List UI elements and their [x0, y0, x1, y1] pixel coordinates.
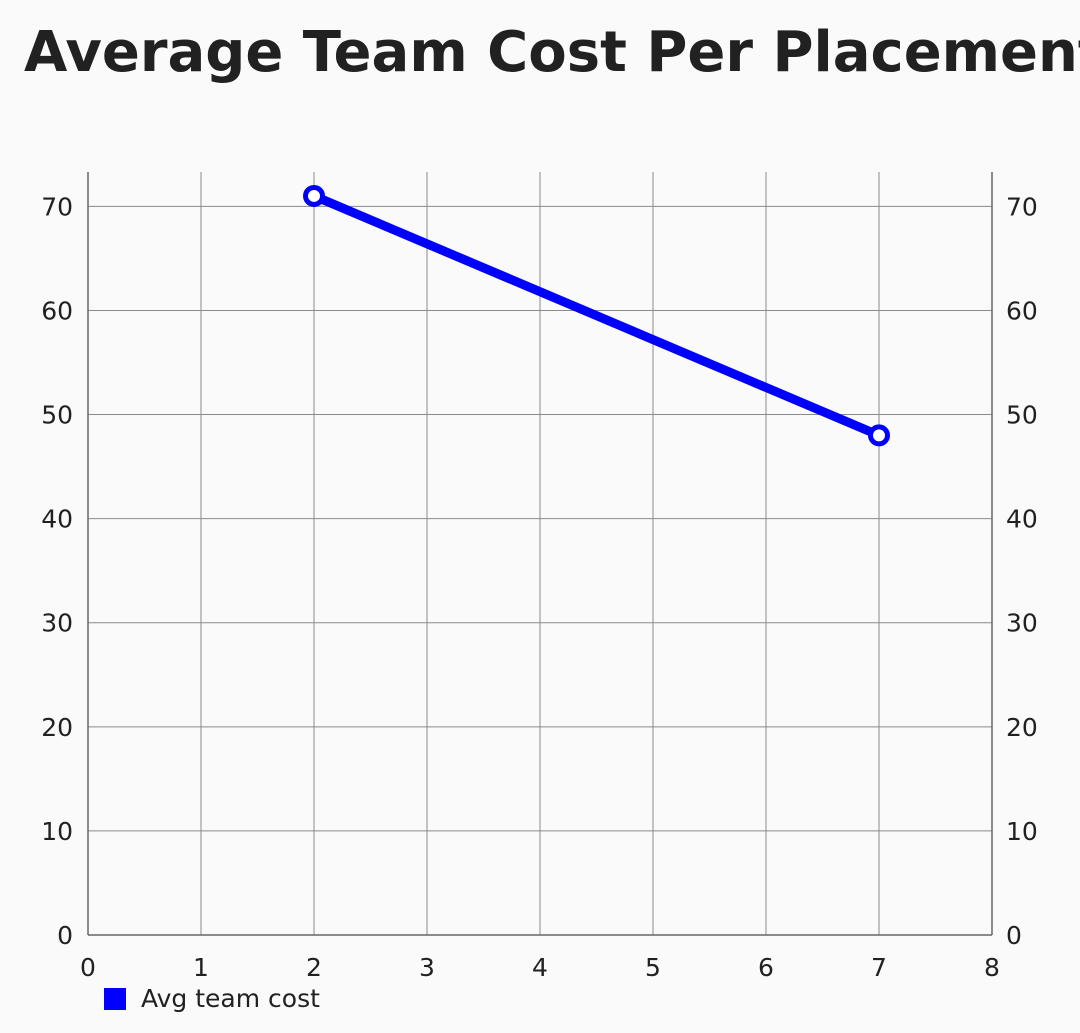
- x-tick-label: 0: [80, 953, 96, 982]
- data-point: [868, 424, 890, 447]
- y-tick-label-right: 30: [1006, 609, 1038, 638]
- y-tick-label-left: 0: [57, 921, 73, 950]
- y-tick-label-right: 20: [1006, 713, 1038, 742]
- y-tick-label-left: 10: [41, 817, 73, 846]
- x-tick-label: 6: [758, 953, 774, 982]
- y-tick-label-right: 60: [1006, 296, 1038, 325]
- grid-lines: [87, 172, 993, 936]
- x-tick-label: 4: [532, 953, 548, 982]
- data-series: [303, 184, 890, 447]
- legend: Avg team cost: [104, 984, 320, 1013]
- y-tick-label-left: 20: [41, 713, 73, 742]
- x-tick-label: 2: [306, 953, 322, 982]
- y-tick-label-right: 0: [1006, 921, 1022, 950]
- y-tick-label-right: 10: [1006, 817, 1038, 846]
- y-tick-label-right: 70: [1006, 192, 1038, 221]
- series-line: [309, 191, 884, 440]
- legend-swatch: [104, 987, 126, 1010]
- y-tick-label-right: 50: [1006, 401, 1038, 430]
- y-tick-label-left: 50: [41, 401, 73, 430]
- legend-label: Avg team cost: [141, 984, 320, 1013]
- y-tick-label-left: 40: [41, 505, 73, 534]
- x-tick-label: 7: [871, 953, 887, 982]
- y-tick-label-left: 60: [41, 296, 73, 325]
- x-tick-label: 8: [984, 953, 1000, 982]
- x-tick-label: 3: [419, 953, 435, 982]
- axes: [87, 172, 993, 936]
- y-tick-label-right: 40: [1006, 505, 1038, 534]
- y-tick-label-left: 70: [41, 192, 73, 221]
- y-tick-label-left: 30: [41, 609, 73, 638]
- data-point: [303, 184, 325, 207]
- chart-title: Average Team Cost Per Placement: [24, 20, 1080, 85]
- x-tick-label: 5: [645, 953, 661, 982]
- x-tick-label: 1: [193, 953, 209, 982]
